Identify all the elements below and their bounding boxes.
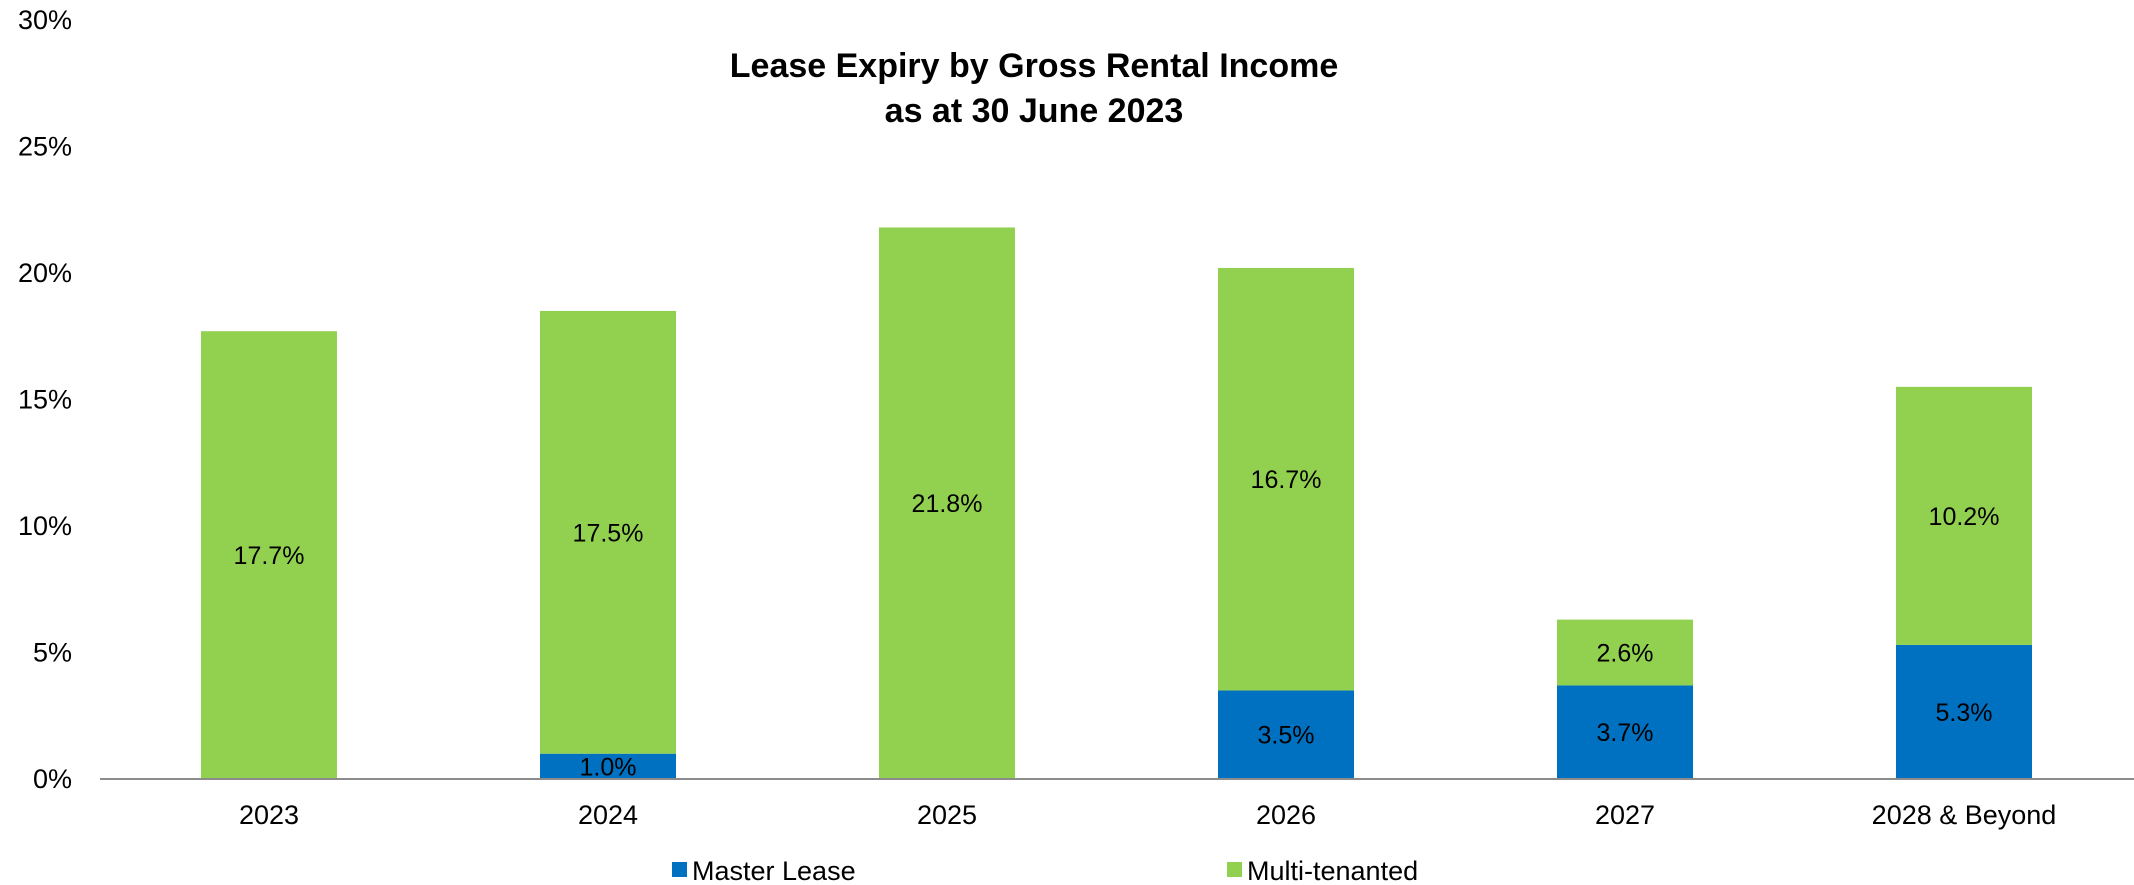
data-label: 3.5% bbox=[1258, 722, 1315, 750]
data-label: 5.3% bbox=[1936, 699, 1993, 727]
legend-label: Master Lease bbox=[692, 856, 856, 885]
y-tick-label: 15% bbox=[18, 385, 72, 415]
data-label: 2.6% bbox=[1597, 640, 1654, 668]
bar-segment-master-lease bbox=[1218, 690, 1354, 779]
y-axis: 0% 5% 10% 15% 20% 25% 30% bbox=[18, 5, 72, 794]
x-tick-label: 2024 bbox=[578, 800, 638, 830]
legend-swatch bbox=[672, 862, 687, 877]
x-tick-label: 2026 bbox=[1256, 800, 1316, 830]
bar-segment-master-lease bbox=[1896, 644, 2032, 779]
x-axis: 2023 2024 2025 2026 2027 2028 & Beyond bbox=[239, 800, 2056, 830]
chart-title: Lease Expiry by Gross Rental Income bbox=[730, 47, 1338, 85]
data-label: 1.0% bbox=[580, 753, 637, 781]
bar-segment-multi-tenanted bbox=[201, 331, 337, 779]
data-label: 3.7% bbox=[1597, 719, 1654, 747]
bar-segment-multi-tenanted bbox=[1557, 619, 1693, 686]
data-labels: 17.7% 1.0% 17.5% 21.8% 3.5% 16.7% 3.7% 2.6% 5.3%… bbox=[234, 466, 2000, 781]
y-tick-label: 0% bbox=[33, 764, 72, 794]
legend-label: Multi-tenanted bbox=[1247, 856, 1418, 885]
bar-segment-multi-tenanted bbox=[1218, 267, 1354, 691]
x-tick-label: 2023 bbox=[239, 800, 299, 830]
data-label: 16.7% bbox=[1251, 466, 1322, 494]
x-tick-label: 2025 bbox=[917, 800, 977, 830]
bar-segment-multi-tenanted bbox=[879, 227, 1015, 779]
x-tick-label: 2028 & Beyond bbox=[1872, 800, 2057, 830]
y-tick-label: 10% bbox=[18, 511, 72, 541]
data-label: 10.2% bbox=[1929, 503, 2000, 531]
chart-subtitle: as at 30 June 2023 bbox=[885, 92, 1184, 130]
y-tick-label: 20% bbox=[18, 258, 72, 288]
data-label: 17.5% bbox=[573, 519, 644, 547]
y-tick-label: 25% bbox=[18, 132, 72, 162]
bars bbox=[201, 227, 2032, 779]
x-tick-label: 2027 bbox=[1595, 800, 1655, 830]
bar-segment-master-lease bbox=[1557, 685, 1693, 779]
bar-segment-master-lease bbox=[540, 753, 676, 779]
data-label: 17.7% bbox=[234, 542, 305, 570]
legend: Master Lease Multi-tenanted bbox=[672, 856, 1418, 885]
legend-swatch bbox=[1227, 862, 1242, 877]
y-tick-label: 30% bbox=[18, 5, 72, 35]
y-tick-label: 5% bbox=[33, 638, 72, 668]
bar-segment-multi-tenanted bbox=[540, 310, 676, 754]
bar-segment-multi-tenanted bbox=[1896, 386, 2032, 645]
data-label: 21.8% bbox=[912, 490, 983, 518]
